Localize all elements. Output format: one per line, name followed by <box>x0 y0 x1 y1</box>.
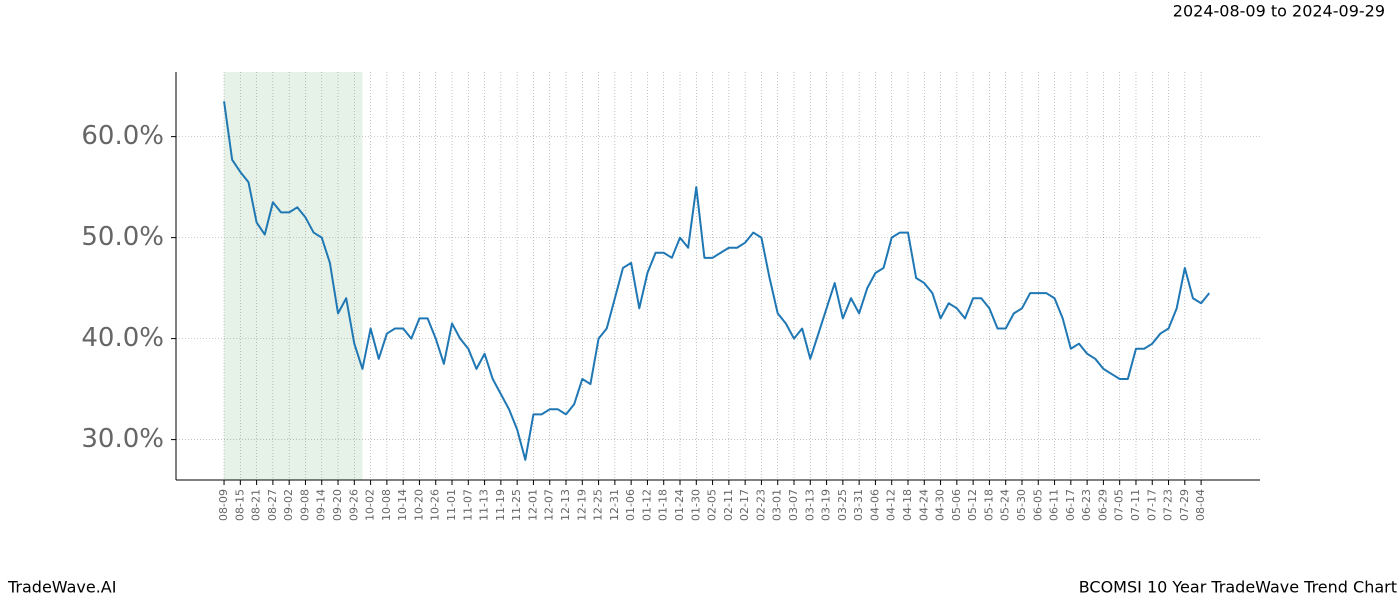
x-tick-label: 11-25 <box>510 489 523 521</box>
x-tick-label: 03-01 <box>771 489 784 521</box>
x-tick-label: 05-24 <box>999 489 1012 521</box>
x-tick-label: 03-19 <box>820 489 833 521</box>
x-tick-label: 08-21 <box>250 489 263 521</box>
y-tick-label: 60.0% <box>81 121 164 151</box>
x-tick-label: 09-08 <box>298 489 311 521</box>
x-tick-label: 02-17 <box>738 489 751 521</box>
x-tick-label: 06-23 <box>1080 489 1093 521</box>
x-tick-label: 04-06 <box>868 489 881 521</box>
y-tick-label: 30.0% <box>81 424 164 454</box>
x-tick-label: 08-04 <box>1194 489 1207 521</box>
x-tick-label: 05-12 <box>966 489 979 521</box>
x-tick-label: 08-09 <box>217 489 230 521</box>
x-tick-label: 01-18 <box>657 489 670 521</box>
series-line <box>223 101 1211 461</box>
x-tick-label: 09-02 <box>282 489 295 521</box>
x-tick-label: 07-29 <box>1178 489 1191 521</box>
x-tick-label: 10-26 <box>429 489 442 521</box>
x-tick-label: 01-24 <box>673 489 686 521</box>
x-tick-label: 12-31 <box>608 489 621 521</box>
highlight-band <box>224 72 363 480</box>
x-tick-label: 03-07 <box>787 489 800 521</box>
x-tick-label: 05-18 <box>982 489 995 521</box>
x-tick-label: 09-26 <box>347 489 360 521</box>
x-tick-label: 04-12 <box>885 489 898 521</box>
x-tick-label: 07-11 <box>1129 489 1142 521</box>
date-range: 2024-08-09 to 2024-09-29 <box>1173 2 1385 21</box>
x-tick-label: 11-01 <box>445 489 458 521</box>
y-tick-label: 40.0% <box>81 323 164 353</box>
x-tick-label: 08-15 <box>233 489 246 521</box>
x-tick-label: 06-05 <box>1031 489 1044 521</box>
x-tick-label: 12-25 <box>592 489 605 521</box>
x-tick-label: 02-11 <box>722 489 735 521</box>
x-tick-label: 11-19 <box>494 489 507 521</box>
x-tick-label: 03-25 <box>836 489 849 521</box>
y-tick-label: 50.0% <box>81 222 164 252</box>
x-tick-label: 11-13 <box>478 489 491 521</box>
x-tick-label: 01-12 <box>640 489 653 521</box>
x-tick-label: 10-08 <box>380 489 393 521</box>
x-tick-label: 09-14 <box>315 489 328 521</box>
x-tick-label: 10-20 <box>412 489 425 521</box>
x-tick-label: 02-05 <box>706 489 719 521</box>
x-tick-label: 10-02 <box>364 489 377 521</box>
x-tick-label: 01-06 <box>624 489 637 521</box>
x-tick-label: 03-13 <box>803 489 816 521</box>
x-tick-label: 05-06 <box>950 489 963 521</box>
x-tick-label: 07-05 <box>1113 489 1126 521</box>
watermark: TradeWave.AI <box>7 578 116 597</box>
x-tick-label: 12-07 <box>543 489 556 521</box>
x-tick-label: 07-17 <box>1145 489 1158 521</box>
x-tick-label: 09-20 <box>331 489 344 521</box>
x-tick-label: 01-30 <box>689 489 702 521</box>
x-tick-label: 02-23 <box>754 489 767 521</box>
x-tick-label: 12-19 <box>575 489 588 521</box>
x-tick-label: 05-30 <box>1015 489 1028 521</box>
x-tick-label: 08-27 <box>266 489 279 521</box>
x-tick-label: 07-23 <box>1162 489 1175 521</box>
x-tick-label: 11-07 <box>461 489 474 521</box>
x-tick-label: 06-29 <box>1096 489 1109 521</box>
x-tick-label: 06-17 <box>1064 489 1077 521</box>
x-tick-label: 04-18 <box>901 489 914 521</box>
x-tick-label: 04-30 <box>934 489 947 521</box>
x-tick-label: 10-14 <box>396 489 409 521</box>
x-tick-label: 12-01 <box>526 489 539 521</box>
x-tick-label: 03-31 <box>852 489 865 521</box>
x-tick-label: 12-13 <box>559 489 572 521</box>
x-tick-label: 04-24 <box>917 489 930 521</box>
chart-title: BCOMSI 10 Year TradeWave Trend Chart <box>1079 578 1397 597</box>
x-tick-label: 06-11 <box>1048 489 1061 521</box>
